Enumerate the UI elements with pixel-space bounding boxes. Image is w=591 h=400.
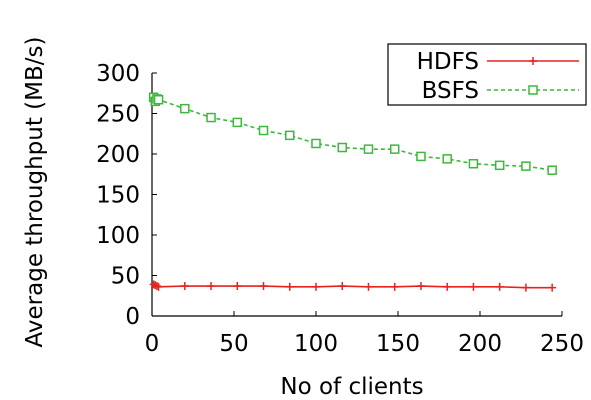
data-point-bsfs <box>206 112 216 123</box>
series-line-bsfs <box>152 96 553 171</box>
data-point-bsfs <box>547 165 557 175</box>
data-point-bsfs <box>180 103 190 114</box>
data-point-bsfs <box>311 138 321 149</box>
y-tick-label: 0 <box>125 304 140 330</box>
data-point-hdfs <box>285 282 294 291</box>
y-axis-label: Average throughput (MB/s) <box>22 37 48 348</box>
data-point-hdfs <box>416 282 425 291</box>
y-tick-label: 300 <box>96 61 140 87</box>
data-point-bsfs <box>494 160 505 171</box>
legend-marker-hdfs <box>529 57 537 65</box>
x-axis-label: No of clients <box>280 374 423 400</box>
legend-marker-bsfs <box>528 85 538 95</box>
data-point-bsfs <box>521 161 531 171</box>
x-tick-label: 250 <box>540 331 584 357</box>
data-point-hdfs <box>233 282 242 291</box>
data-point-hdfs <box>312 282 320 291</box>
data-point-hdfs <box>443 282 452 291</box>
legend-box <box>387 43 587 106</box>
data-point-bsfs <box>285 130 295 141</box>
x-tick-label: 50 <box>219 331 248 357</box>
series-points-bsfs <box>148 92 557 175</box>
axes <box>151 72 563 317</box>
data-point-hdfs <box>180 282 189 291</box>
data-point-hdfs <box>364 282 373 291</box>
x-tick-label: 0 <box>145 331 160 357</box>
data-point-bsfs <box>258 125 269 136</box>
legend: HDFS BSFS <box>387 43 587 106</box>
series-points-hdfs <box>149 280 557 292</box>
data-point-bsfs <box>363 144 374 154</box>
y-tick-label: 100 <box>96 223 140 249</box>
data-point-hdfs <box>152 282 161 291</box>
data-point-hdfs <box>390 282 399 291</box>
x-tick-label: 150 <box>376 331 420 357</box>
data-point-hdfs <box>154 282 163 291</box>
y-tick-label: 200 <box>96 142 140 168</box>
data-point-bsfs <box>337 142 347 153</box>
data-point-hdfs <box>521 283 530 292</box>
y-tick-label: 150 <box>96 183 140 209</box>
data-point-bsfs <box>232 117 243 128</box>
data-point-hdfs <box>469 282 478 291</box>
x-tick-label: 200 <box>458 331 502 357</box>
data-point-bsfs <box>389 144 400 154</box>
x-tick-label: 100 <box>294 331 338 357</box>
tick-labels: 0 50 100 150 200 250 0 50 100 150 200 250 300 <box>96 61 584 357</box>
y-tick-label: 250 <box>96 102 140 128</box>
legend-label-bsfs: BSFS <box>422 78 479 104</box>
y-tick-label: 50 <box>111 264 140 290</box>
data-point-hdfs <box>259 282 268 291</box>
legend-label-hdfs: HDFS <box>417 49 479 75</box>
data-point-bsfs <box>153 94 164 105</box>
data-point-bsfs <box>416 151 426 162</box>
data-point-hdfs <box>338 282 347 291</box>
data-point-bsfs <box>468 158 479 169</box>
data-point-bsfs <box>442 154 452 164</box>
series-layer <box>148 92 557 292</box>
data-point-hdfs <box>548 283 557 292</box>
data-point-hdfs <box>207 282 216 291</box>
data-point-hdfs <box>495 282 504 291</box>
